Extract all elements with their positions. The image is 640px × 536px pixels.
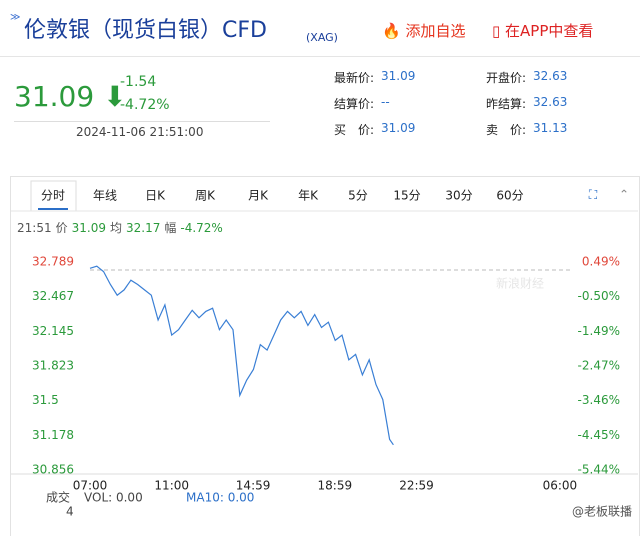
price: 31.09 ⬇ (14, 80, 127, 113)
info-item: -4.72% (180, 221, 222, 235)
tab[interactable]: 周K (195, 189, 216, 203)
stat-value: 31.13 (533, 121, 568, 135)
tab[interactable]: 30分 (445, 189, 472, 203)
title: 伦敦银（现货白银）CFD (24, 18, 267, 43)
x-tick-label: 18:59 (318, 479, 353, 493)
y2-tick-label: -3.46% (578, 393, 620, 407)
y2-tick-label: 0.49% (582, 255, 620, 269)
stat-value: 32.63 (533, 69, 568, 83)
volume-vol: VOL: 0.00 (84, 491, 143, 505)
change-pct: -4.72% (120, 97, 170, 113)
stat-value: 32.63 (533, 95, 568, 109)
divider (0, 56, 640, 57)
stat-value: 31.09 (381, 121, 416, 135)
x-tick-label: 07:00 (73, 479, 108, 493)
fullscreen-icon: ⛶ (588, 188, 598, 202)
y-tick-label: 31.5 (32, 393, 59, 407)
y-tick-label: 31.178 (32, 428, 74, 442)
tab[interactable]: 月K (248, 189, 269, 203)
tab[interactable]: 日K (145, 189, 166, 203)
stat-label: 卖 价: (486, 123, 527, 137)
stat-label: 最新价: (334, 71, 375, 85)
tab[interactable]: 60分 (496, 189, 523, 203)
y2-tick-label: -2.47% (578, 358, 620, 372)
tab[interactable]: 年K (298, 189, 319, 203)
y-tick-label: 30.856 (32, 463, 74, 477)
tab[interactable]: 5分 (348, 189, 368, 203)
volume-value: 4 (66, 505, 74, 519)
volume-label: 成交 (46, 490, 70, 505)
chart: 分时 年线 日K 周K 月K 年K 5分 15分 30分 60分 ⛶ ⌃ 21:51 价 31.09 均 32.… (11, 180, 638, 519)
x-tick-label: 14:59 (236, 479, 271, 493)
info-item: 32.17 (126, 221, 160, 235)
info-item: 31.09 (72, 221, 106, 235)
divider (14, 121, 270, 122)
change: -1.54 (120, 74, 157, 90)
y2-tick-label: -4.45% (578, 428, 620, 442)
tab[interactable]: 15分 (393, 189, 420, 203)
y-tick-label: 32.467 (32, 289, 74, 303)
collapse-icon: ⌃ (619, 188, 629, 202)
footer: @老板联播 (572, 505, 632, 519)
info-item: 价 (56, 221, 68, 235)
add-watch-text[interactable]: 添加自选 (405, 22, 466, 40)
icon: ≫ (10, 12, 21, 23)
open-app[interactable]: ▯ 在APP中查看 (492, 22, 594, 40)
watermark: 新浪财经 (496, 276, 544, 291)
open-app-text[interactable]: 在APP中查看 (505, 22, 594, 40)
x-tick-label: 22:59 (399, 479, 434, 493)
y-tick-label: 32.789 (32, 255, 74, 269)
y-tick-label: 32.145 (32, 324, 74, 338)
stat-label: 昨结算: (486, 97, 527, 111)
stat-label: 开盘价: (486, 71, 527, 85)
info-item: 幅 (164, 220, 176, 235)
info-item: 21:51 (17, 221, 52, 235)
volume-ma: MA10: 0.00 (186, 491, 254, 505)
x-tick-label: 06:00 (543, 479, 578, 493)
y2-tick-label: -5.44% (578, 463, 620, 477)
stat-value: 31.09 (381, 69, 416, 83)
tab[interactable]: 分时 (41, 189, 65, 203)
tab[interactable]: 年线 (93, 189, 117, 203)
stat-label: 结算价: (334, 97, 375, 111)
stat-value: -- (381, 95, 390, 109)
quote-time: 2024-11-06 21:51:00 (76, 125, 204, 139)
price-text: 31.09 (14, 80, 95, 113)
title-sub: (XAG) (306, 31, 338, 44)
y2-tick-label: -0.50% (578, 289, 620, 303)
y2-tick-label: -1.49% (578, 324, 620, 338)
add-watch[interactable]: 🔥 添加自选 (382, 22, 466, 40)
series-line (89, 265, 394, 446)
y-tick-label: 31.823 (32, 358, 74, 372)
stat-label: 买 价: (334, 123, 375, 137)
info-item: 均 (110, 221, 122, 235)
x-tick-label: 11:00 (154, 479, 189, 493)
info-bar: 21:51 价 31.09 均 32.17 幅 -4.72% (17, 220, 223, 235)
